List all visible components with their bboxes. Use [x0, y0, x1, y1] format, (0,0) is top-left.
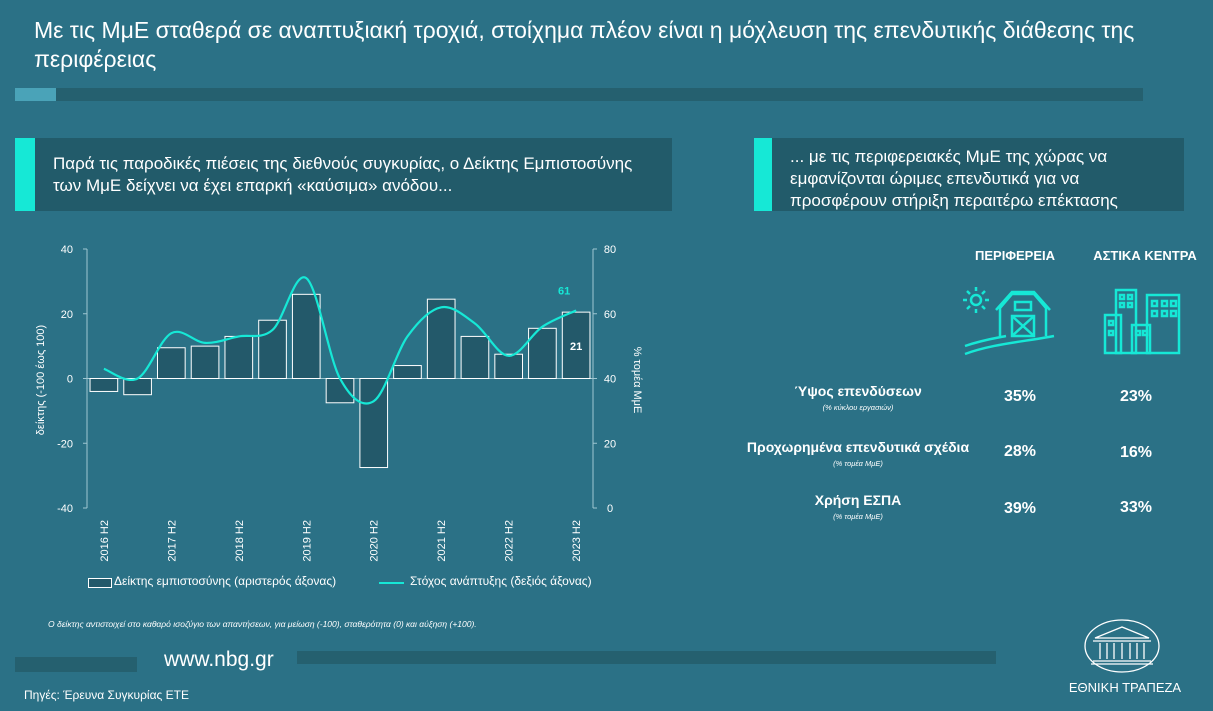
left-tick-label: 40 [61, 244, 73, 256]
value-region: 35% [1003, 388, 1037, 405]
column-header-urban: ΑΣΤΙΚΑ ΚΕΝΤΡΑ [1093, 248, 1197, 263]
row-label-sub: (% τομέα ΜμΕ) [833, 512, 883, 521]
value-urban: 33% [1119, 499, 1153, 516]
row-label-investment-level: Ύψος επενδύσεων (% κύκλου εργασιών) [728, 383, 988, 412]
legend-line-label: Στόχος ανάπτυξης (δεξιός άξονας) [410, 574, 592, 588]
confidence-chart: -40 -20 0 20 40 0 20 40 60 80 2016 Η2 2017 Η2 2018 … [35, 244, 643, 562]
x-tick-label: 2016 Η2 [99, 520, 111, 562]
value-region: 28% [1003, 443, 1037, 460]
right-tick-label: 60 [604, 309, 616, 321]
confidence-bar [359, 378, 389, 469]
confidence-bar [460, 335, 490, 379]
confidence-bar [224, 335, 254, 379]
right-panel-accent [754, 138, 772, 211]
growth-target-line [103, 276, 577, 405]
confidence-bar [291, 293, 321, 380]
left-panel-accent [15, 138, 35, 211]
row-label-sub: (% τομέα ΜμΕ) [833, 459, 883, 468]
right-axis-label: % τομέα ΜμΕ [631, 347, 643, 414]
legend-bar-label: Δείκτης εμπιστοσύνης (αριστερός άξονας) [114, 574, 337, 588]
x-tick-label: 2023 Η2 [571, 520, 583, 562]
left-panel-heading: Παρά τις παροδικές πιέσεις της διεθνούς … [53, 154, 633, 195]
right-panel-heading: ... με τις περιφερειακές ΜμΕ της χώρας ν… [790, 147, 1118, 210]
confidence-bar [325, 378, 355, 404]
legend-bar-swatch [88, 578, 112, 588]
farm-icon [963, 287, 1055, 356]
row-label-sub: (% κύκλου εργασιών) [822, 403, 894, 412]
bank-building-logo [1084, 619, 1160, 673]
page-title: Με τις ΜμΕ σταθερά σε αναπτυξιακή τροχιά… [34, 17, 1135, 72]
left-panel-header [15, 138, 672, 211]
chart-footnote: Ο δείκτης αντιστοιχεί στο καθαρό ισοζύγι… [48, 619, 477, 629]
right-tick-label: 40 [604, 374, 616, 386]
x-tick-label: 2022 Η2 [504, 520, 516, 562]
confidence-bar [157, 347, 186, 380]
footer-url-link[interactable]: www.nbg.gr [164, 648, 274, 671]
left-tick-label: -20 [57, 438, 73, 450]
confidence-bar [89, 378, 119, 392]
value-region: 39% [1003, 500, 1037, 517]
logo-text: ΕΘΝΙΚΗ ΤΡΑΠΕΖΑ [1068, 680, 1182, 695]
right-panel-header [754, 138, 1184, 211]
left-tick-label: -40 [57, 503, 73, 515]
right-tick-label: 20 [604, 438, 616, 450]
city-buildings-icon [1103, 288, 1181, 355]
value-urban: 23% [1119, 388, 1153, 405]
row-label-main: Προχωρημένα επενδυτικά σχέδια [746, 439, 970, 455]
confidence-bar [123, 378, 152, 396]
row-label-espa-use: Χρήση ΕΣΠΑ (% τομέα ΜμΕ) [728, 492, 988, 521]
left-tick-label: 20 [61, 309, 73, 321]
value-urban: 16% [1119, 444, 1153, 461]
footer-bar-right [297, 651, 996, 664]
source-note: Πηγές: Έρευνα Συγκυρίας ΕΤΕ [24, 688, 189, 702]
x-tick-label: 2020 Η2 [369, 520, 381, 562]
confidence-bar [561, 311, 591, 379]
confidence-bar [393, 365, 422, 380]
title-divider [15, 88, 1143, 101]
row-label-advanced-plans: Προχωρημένα επενδυτικά σχέδια (% τομέα Μ… [718, 439, 998, 468]
right-tick-label: 0 [607, 503, 613, 515]
bar-data-label: 21 [570, 341, 582, 353]
x-tick-label: 2021 Η2 [436, 520, 448, 562]
footer-bar-left [15, 657, 137, 672]
left-tick-label: 0 [67, 374, 73, 386]
legend-line-swatch [379, 582, 404, 584]
confidence-bar [426, 298, 456, 379]
confidence-bar [494, 353, 523, 379]
line-data-label: 61 [558, 286, 570, 298]
row-label-main: Ύψος επενδύσεων [794, 383, 922, 399]
x-tick-label: 2018 Η2 [234, 520, 246, 562]
title-divider-accent [15, 88, 56, 101]
column-header-region: ΠΕΡΙΦΕΡΕΙΑ [974, 248, 1056, 263]
row-label-main: Χρήση ΕΣΠΑ [814, 492, 902, 508]
right-tick-label: 80 [604, 244, 616, 256]
x-tick-label: 2019 Η2 [301, 520, 313, 562]
left-axis-label: δείκτης (-100 έως 100) [35, 325, 47, 435]
confidence-bar [190, 345, 220, 379]
x-tick-label: 2017 Η2 [166, 520, 178, 562]
